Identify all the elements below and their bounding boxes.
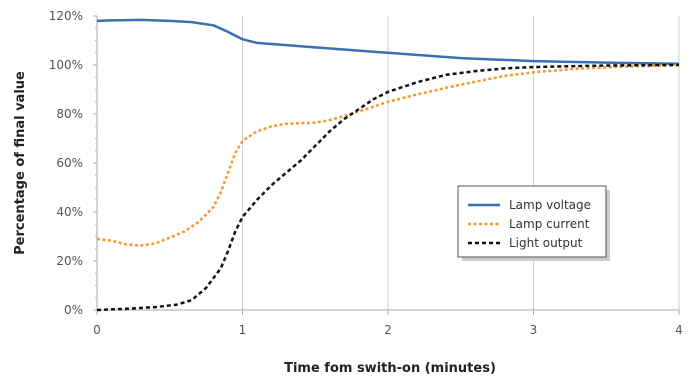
y-tick-labels: 0% 20% 40% 60% 80% 100% 120% bbox=[49, 9, 97, 317]
y-tick-label: 80% bbox=[56, 107, 83, 121]
x-tick-label: 0 bbox=[93, 323, 101, 337]
y-tick-label: 0% bbox=[64, 303, 83, 317]
legend-label: Lamp current bbox=[509, 217, 590, 231]
gridlines bbox=[96, 16, 680, 310]
x-tick-label: 1 bbox=[239, 323, 247, 337]
y-tick-label: 20% bbox=[56, 254, 83, 268]
x-tick-labels: 0 1 2 3 4 bbox=[93, 310, 683, 337]
y-tick-label: 100% bbox=[49, 58, 83, 72]
series-line-lamp-voltage bbox=[96, 18, 680, 66]
x-tick-label: 4 bbox=[675, 323, 683, 337]
x-tick-label: 3 bbox=[530, 323, 538, 337]
y-tick-label: 60% bbox=[56, 156, 83, 170]
x-tick-label: 2 bbox=[384, 323, 392, 337]
legend-box bbox=[457, 185, 607, 258]
legend-label: Light output bbox=[509, 236, 583, 250]
legend-label: Lamp voltage bbox=[509, 198, 591, 212]
x-axis-title: Time fom swith-on (minutes) bbox=[284, 361, 496, 376]
y-axis-title: Percentage of final value bbox=[13, 71, 28, 255]
series-line-lamp-current bbox=[96, 63, 680, 247]
series-line-light-output bbox=[96, 63, 680, 312]
y-tick-label: 120% bbox=[49, 9, 83, 23]
legend: Lamp voltage Lamp current Light output bbox=[457, 185, 610, 261]
series-lines bbox=[96, 18, 680, 312]
y-tick-label: 40% bbox=[56, 205, 83, 219]
